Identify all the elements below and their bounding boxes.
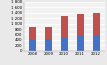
Bar	[29, 40, 36, 51]
Bar	[61, 37, 68, 51]
Bar	[45, 27, 52, 39]
Bar	[45, 39, 52, 51]
Bar	[61, 16, 68, 37]
Bar	[93, 13, 100, 36]
Bar	[93, 36, 100, 51]
Bar	[29, 27, 36, 40]
Bar	[77, 14, 84, 36]
Bar	[77, 36, 84, 51]
